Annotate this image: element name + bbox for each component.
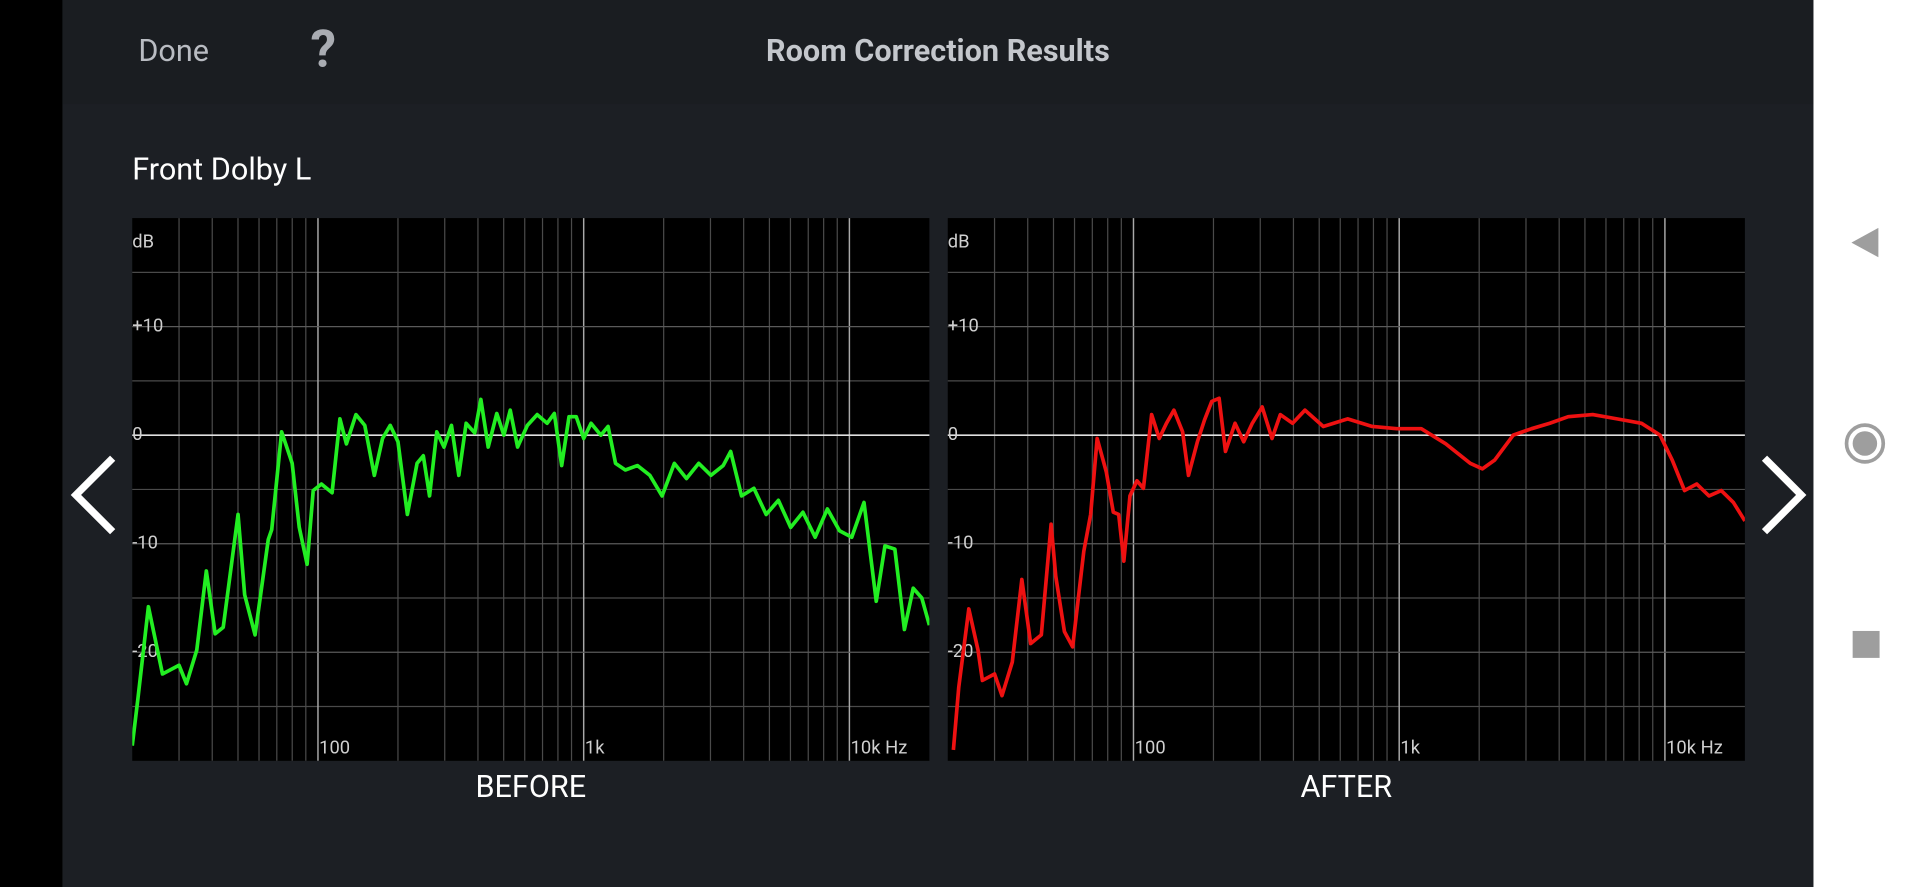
chart-title: BEFORE	[475, 770, 586, 805]
nav-home-dot	[1852, 431, 1878, 456]
x-tick-label: 10k Hz	[851, 737, 908, 758]
help-button[interactable]: ?	[310, 18, 336, 79]
next-arrow[interactable]	[1761, 455, 1807, 535]
nav-home[interactable]	[1844, 423, 1886, 464]
y-tick-label: 0	[132, 424, 142, 445]
y-axis-label: dB	[948, 231, 970, 252]
response-curve	[951, 396, 1745, 751]
y-tick-label: -10	[948, 533, 974, 554]
y-tick-label: -10	[132, 533, 158, 554]
chart-title: AFTER	[1300, 770, 1392, 805]
nav-recents[interactable]	[1852, 630, 1880, 658]
response-curve	[132, 397, 930, 746]
nav-back[interactable]	[1851, 227, 1879, 258]
screen-title: Room Correction Results	[766, 34, 1110, 69]
channel-name: Front Dolby L	[132, 153, 311, 188]
x-tick-label: 100	[319, 737, 350, 758]
y-tick-label: -20	[948, 641, 974, 662]
x-tick-label: 1k	[1400, 737, 1420, 758]
header-bar	[62, 0, 1814, 105]
x-tick-label: 10k Hz	[1666, 737, 1723, 758]
y-tick-label: +10	[132, 315, 163, 336]
y-axis-label: dB	[132, 231, 154, 252]
x-tick-label: 100	[1135, 737, 1166, 758]
left-edge	[0, 0, 63, 887]
y-tick-label: 0	[948, 424, 958, 445]
x-tick-label: 1k	[585, 737, 605, 758]
y-tick-label: +10	[948, 315, 979, 336]
done-button[interactable]: Done	[138, 34, 209, 69]
prev-arrow[interactable]	[70, 455, 116, 535]
